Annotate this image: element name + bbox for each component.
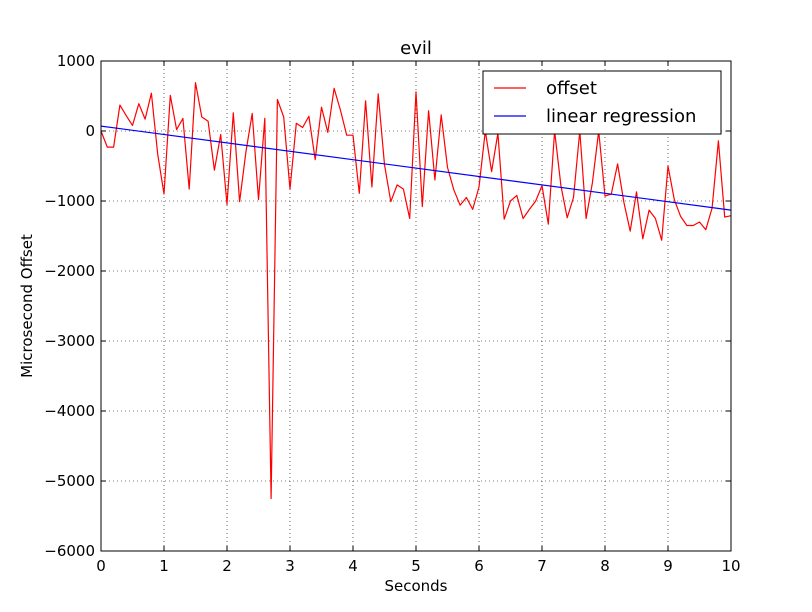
y-tick-label: −3000 xyxy=(44,332,95,350)
y-tick-label: −2000 xyxy=(44,262,95,280)
y-tick-label: −6000 xyxy=(44,542,95,560)
y-tick-label: −4000 xyxy=(44,402,95,420)
y-tick-label: −1000 xyxy=(44,192,95,210)
ticks xyxy=(100,60,732,552)
series-line-linear-regression xyxy=(100,125,732,211)
tick-labels: 0 1 2 3 4 5 6 7 8 9 10 1000 0 −1000 −2000 −3000 −4000 −50… xyxy=(44,52,740,575)
legend-box xyxy=(482,70,722,135)
x-tick-label: 3 xyxy=(285,557,295,575)
x-axis-label: Seconds xyxy=(384,577,447,595)
legend-label-linear-regression: linear regression xyxy=(546,106,696,127)
x-tick-label: 0 xyxy=(96,557,106,575)
x-tick-label: 10 xyxy=(721,557,740,575)
x-tick-label: 2 xyxy=(222,557,232,575)
chart-title: evil xyxy=(400,38,432,59)
x-tick-label: 9 xyxy=(663,557,673,575)
series-line-offset xyxy=(100,82,732,500)
x-tick-label: 6 xyxy=(474,557,484,575)
series-layer xyxy=(100,82,732,500)
legend-label-offset: offset xyxy=(546,78,597,99)
y-tick-label: 1000 xyxy=(57,52,95,70)
x-tick-label: 1 xyxy=(159,557,169,575)
legend: offset linear regression xyxy=(482,70,722,135)
x-tick-label: 5 xyxy=(411,557,421,575)
y-tick-label: −5000 xyxy=(44,472,95,490)
x-tick-label: 4 xyxy=(348,557,358,575)
x-tick-label: 7 xyxy=(537,557,547,575)
y-axis-label: Microsecond Offset xyxy=(18,234,36,378)
x-tick-label: 8 xyxy=(600,557,610,575)
grid xyxy=(101,61,731,551)
y-tick-label: 0 xyxy=(85,122,95,140)
